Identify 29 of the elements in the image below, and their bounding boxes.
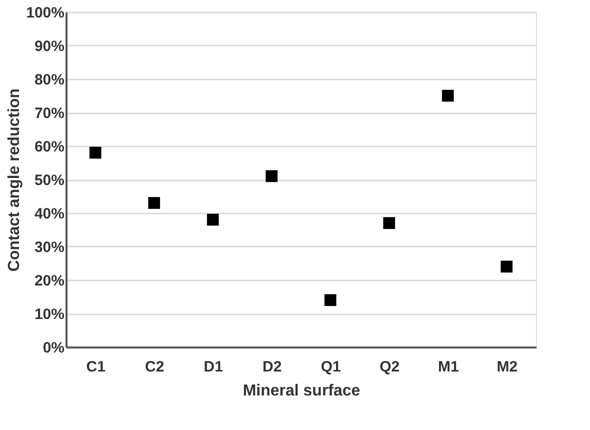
y-tick-label: 50%: [34, 172, 64, 189]
y-tick-label: 100%: [26, 4, 64, 22]
y-tick-label: 70%: [34, 105, 64, 122]
y-tick-label: 10%: [34, 306, 64, 323]
x-axis-title: Mineral surface: [242, 382, 360, 400]
x-tick-label: Q1: [320, 358, 341, 376]
point: [442, 90, 454, 102]
x-tick-label: Q2: [380, 358, 400, 376]
x-tick-label: D1: [204, 358, 223, 376]
y-tick-label: 90%: [34, 38, 64, 55]
point: [500, 260, 513, 273]
y-tick-label: 30%: [34, 239, 64, 256]
y-axis-title: Contact angle reduction: [6, 88, 24, 272]
y-tick-label: 60%: [34, 138, 64, 156]
point: [148, 197, 160, 209]
x-tick-label: C2: [145, 358, 164, 376]
point: [206, 214, 219, 226]
point: [383, 217, 396, 229]
point: [89, 146, 102, 159]
point: [266, 170, 278, 182]
y-tick-label: 80%: [34, 72, 64, 88]
point: [324, 294, 336, 306]
x-tick-label: D2: [262, 358, 282, 376]
x-tick-label: M1: [438, 358, 459, 376]
y-tick-label: 0%: [42, 340, 64, 356]
y-tick-label: 40%: [34, 206, 64, 222]
y-tick-label: 20%: [34, 272, 64, 290]
x-tick-label: M2: [496, 358, 518, 376]
x-tick-label: C1: [86, 358, 106, 376]
